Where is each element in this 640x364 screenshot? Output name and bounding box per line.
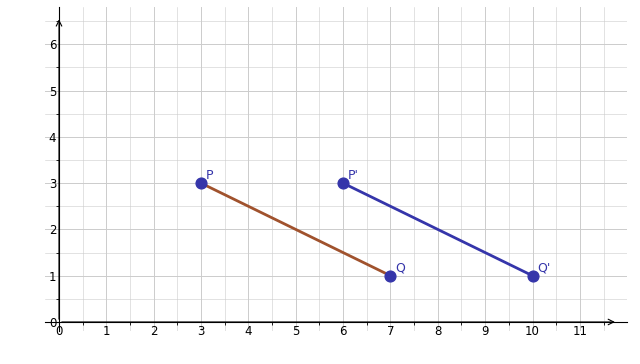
Point bbox=[338, 180, 348, 186]
Text: P: P bbox=[206, 169, 213, 182]
Text: P': P' bbox=[348, 169, 359, 182]
Text: Q': Q' bbox=[537, 261, 550, 274]
Point bbox=[196, 180, 206, 186]
Point bbox=[527, 273, 538, 278]
Point bbox=[385, 273, 396, 278]
Text: Q: Q bbox=[395, 261, 405, 274]
